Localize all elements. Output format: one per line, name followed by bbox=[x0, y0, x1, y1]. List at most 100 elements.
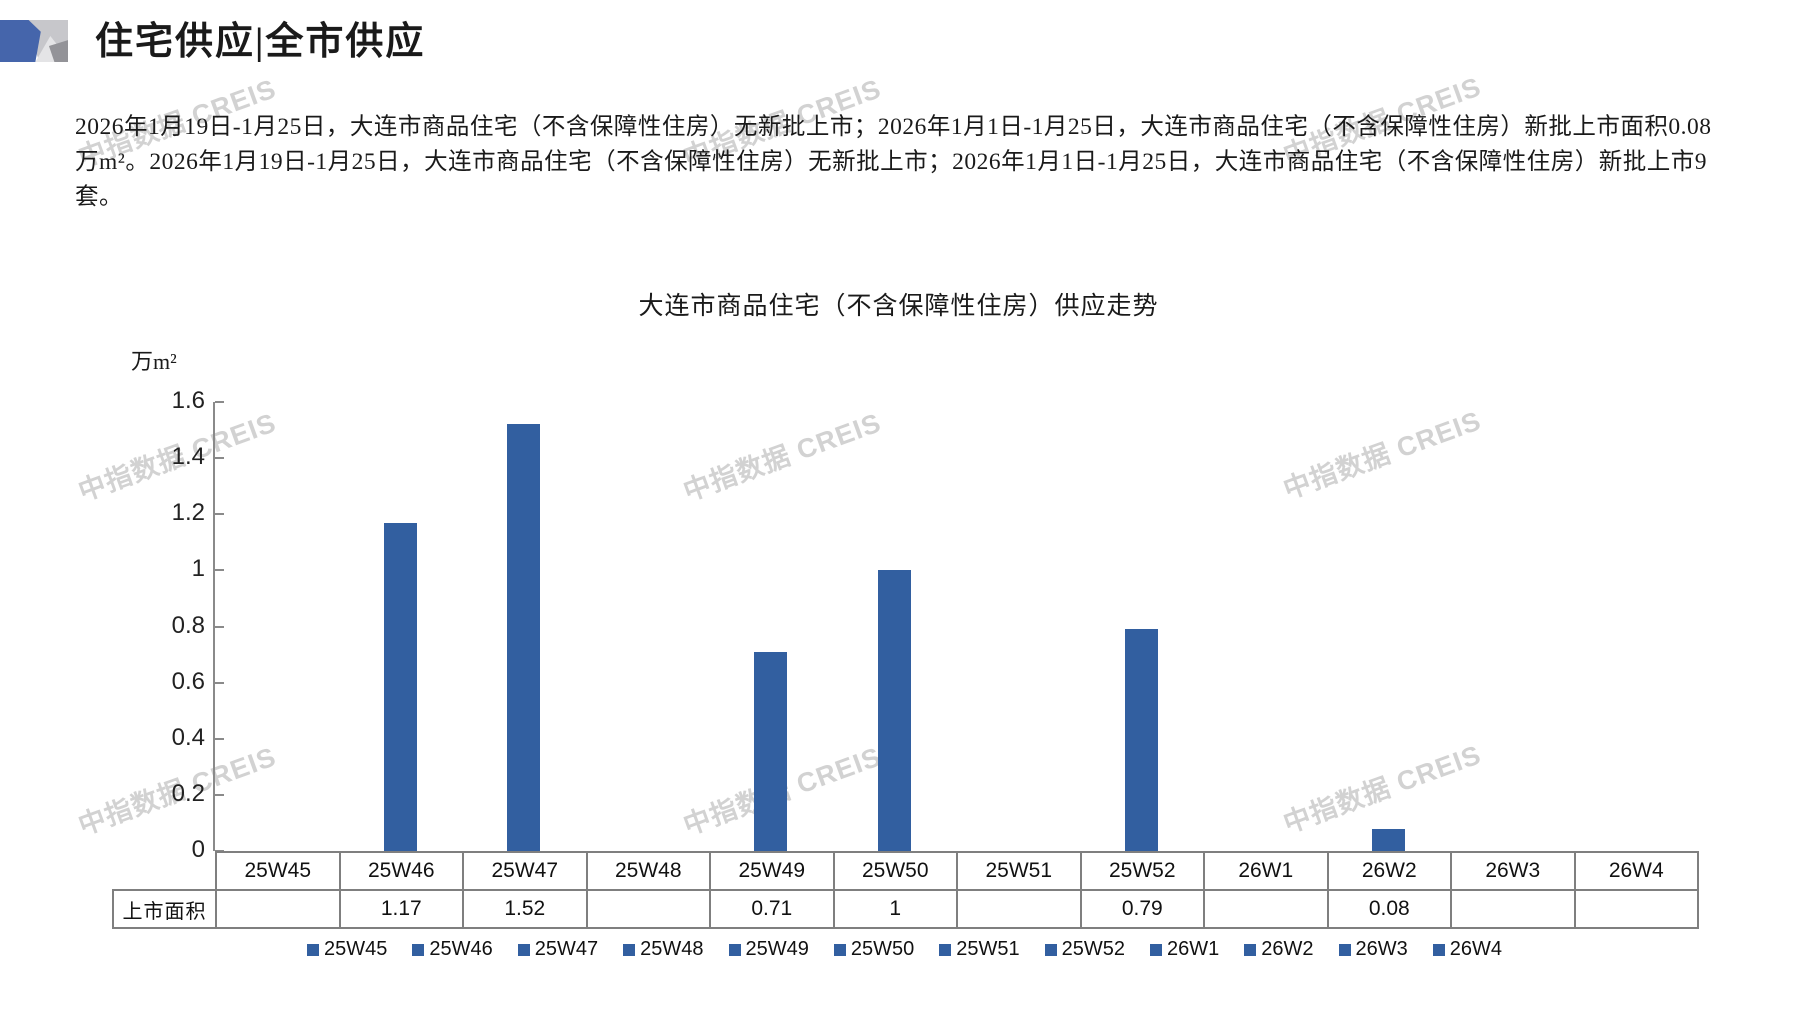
legend-label: 26W3 bbox=[1355, 938, 1408, 960]
category-cell-25W52: 25W52 bbox=[1079, 851, 1205, 891]
value-cell-26W1 bbox=[1203, 889, 1329, 929]
y-tick-mark bbox=[215, 625, 224, 628]
category-cell-25W47: 25W47 bbox=[462, 851, 588, 891]
legend-swatch-icon bbox=[728, 943, 741, 956]
legend-swatch-icon bbox=[1044, 943, 1057, 956]
category-cell-26W1: 26W1 bbox=[1203, 851, 1329, 891]
y-tick-label: 0.4 bbox=[171, 723, 205, 751]
table-row-categories: 25W45 25W46 25W47 25W48 25W49 25W50 25W51 25W52… bbox=[113, 851, 1699, 891]
legend-label: 25W52 bbox=[1061, 938, 1125, 960]
y-tick-label: 1.4 bbox=[171, 443, 205, 471]
value-cell-25W45 bbox=[215, 889, 341, 929]
table-row-label: 上市面积 bbox=[112, 889, 217, 929]
y-tick-label: 1.2 bbox=[171, 499, 205, 527]
legend-label: 26W2 bbox=[1261, 938, 1314, 960]
value-cell-25W49: 0.71 bbox=[709, 889, 835, 929]
value-cell-26W3 bbox=[1450, 889, 1576, 929]
bar-chart-plot-area bbox=[215, 402, 1697, 851]
legend-label: 26W1 bbox=[1167, 938, 1220, 960]
legend-label: 25W46 bbox=[429, 938, 493, 960]
legend-swatch-icon bbox=[1150, 943, 1162, 956]
category-cell-25W51: 25W51 bbox=[956, 851, 1082, 891]
value-cell-25W47: 1.52 bbox=[462, 889, 588, 929]
creis-logo bbox=[0, 20, 68, 62]
legend-label: 25W49 bbox=[745, 938, 809, 960]
legend-item-25W49: 25W49 bbox=[728, 938, 809, 961]
legend-swatch-icon bbox=[1244, 943, 1257, 956]
y-tick-label: 0.8 bbox=[171, 611, 205, 639]
legend-item-25W48: 25W48 bbox=[623, 938, 704, 961]
value-cell-26W4 bbox=[1573, 889, 1699, 929]
legend-label: 26W4 bbox=[1449, 938, 1502, 960]
y-tick-mark bbox=[215, 850, 224, 852]
category-cell-25W49: 25W49 bbox=[709, 851, 835, 891]
page-title: 住宅供应|全市供应 bbox=[95, 21, 426, 63]
category-cell-25W48: 25W48 bbox=[585, 851, 711, 891]
y-tick-mark bbox=[215, 793, 224, 796]
legend-label: 25W50 bbox=[850, 938, 915, 960]
logo-blue-pentagon-icon bbox=[0, 20, 41, 62]
legend-item-25W51: 25W51 bbox=[939, 938, 1020, 961]
bar-25W46 bbox=[383, 522, 417, 851]
value-cell-26W2: 0.08 bbox=[1326, 889, 1452, 929]
legend-swatch-icon bbox=[307, 943, 319, 956]
y-tick-label: 0 bbox=[191, 836, 205, 863]
y-tick-mark bbox=[215, 401, 224, 403]
legend-item-26W1: 26W1 bbox=[1150, 938, 1219, 961]
legend-item-25W45: 25W45 bbox=[307, 938, 387, 961]
logo-darkgray-triangle-icon bbox=[48, 40, 68, 62]
bar-25W52 bbox=[1124, 629, 1158, 851]
value-cell-25W48 bbox=[585, 889, 711, 929]
value-cell-25W52: 0.79 bbox=[1079, 889, 1205, 929]
legend-swatch-icon bbox=[833, 943, 846, 956]
y-tick-mark bbox=[215, 457, 224, 460]
legend-swatch-icon bbox=[517, 943, 530, 956]
table-row-values: 上市面积 1.17 1.52 0.71 1 0.79 0.08 bbox=[112, 889, 1699, 929]
category-cell-26W2: 26W2 bbox=[1326, 851, 1452, 891]
category-cell-25W46: 25W46 bbox=[338, 851, 464, 891]
legend-item-26W3: 26W3 bbox=[1338, 938, 1408, 961]
legend-label: 25W45 bbox=[324, 938, 388, 960]
legend-swatch-icon bbox=[939, 943, 952, 956]
chart-title: 大连市商品住宅（不含保障性住房）供应走势 bbox=[638, 293, 1159, 320]
table-spacer-cell bbox=[113, 852, 216, 890]
legend-swatch-icon bbox=[1432, 943, 1445, 956]
y-axis-line bbox=[213, 402, 215, 851]
value-cell-25W51 bbox=[956, 889, 1082, 929]
y-tick-label: 0.2 bbox=[171, 779, 205, 807]
bar-25W49 bbox=[754, 651, 788, 851]
category-cell-25W45: 25W45 bbox=[215, 851, 341, 891]
y-tick-mark bbox=[215, 681, 224, 684]
category-cell-26W4: 26W4 bbox=[1573, 851, 1699, 891]
legend-label: 25W51 bbox=[956, 938, 1020, 960]
category-cell-26W3: 26W3 bbox=[1450, 851, 1576, 891]
legend-item-26W4: 26W4 bbox=[1432, 938, 1502, 961]
legend-item-25W47: 25W47 bbox=[517, 938, 599, 961]
legend-swatch-icon bbox=[1338, 943, 1351, 956]
y-tick-mark bbox=[215, 737, 224, 740]
legend-label: 25W48 bbox=[640, 938, 704, 960]
y-axis-unit-label: 万m² bbox=[131, 349, 177, 374]
y-tick-mark bbox=[215, 513, 224, 516]
y-tick-mark bbox=[215, 569, 224, 572]
bar-25W47 bbox=[507, 424, 541, 851]
y-tick-label: 0.6 bbox=[171, 667, 205, 695]
legend-swatch-icon bbox=[412, 943, 425, 956]
legend-swatch-icon bbox=[623, 943, 636, 956]
value-cell-25W46: 1.17 bbox=[338, 889, 464, 929]
y-tick-label: 1.6 bbox=[171, 387, 205, 414]
data-table: 25W45 25W46 25W47 25W48 25W49 25W50 25W51 25W52… bbox=[112, 851, 1699, 929]
y-tick-label: 1 bbox=[191, 555, 205, 583]
legend-item-25W46: 25W46 bbox=[412, 938, 493, 961]
chart-legend: 25W45 25W46 25W47 25W48 25W49 25W50 25W51 25W52… bbox=[112, 938, 1697, 961]
bar-25W50 bbox=[877, 570, 911, 851]
legend-label: 25W47 bbox=[534, 938, 599, 960]
legend-item-26W2: 26W2 bbox=[1244, 938, 1314, 961]
value-cell-25W50: 1 bbox=[832, 889, 958, 929]
category-cell-25W50: 25W50 bbox=[832, 851, 958, 891]
legend-item-25W52: 25W52 bbox=[1044, 938, 1125, 961]
legend-item-25W50: 25W50 bbox=[833, 938, 915, 961]
summary-paragraph: 2026年1月19日-1月25日，大连市商品住宅（不含保障性住房）无新批上市；2… bbox=[75, 114, 1712, 210]
bar-26W2 bbox=[1371, 828, 1405, 851]
